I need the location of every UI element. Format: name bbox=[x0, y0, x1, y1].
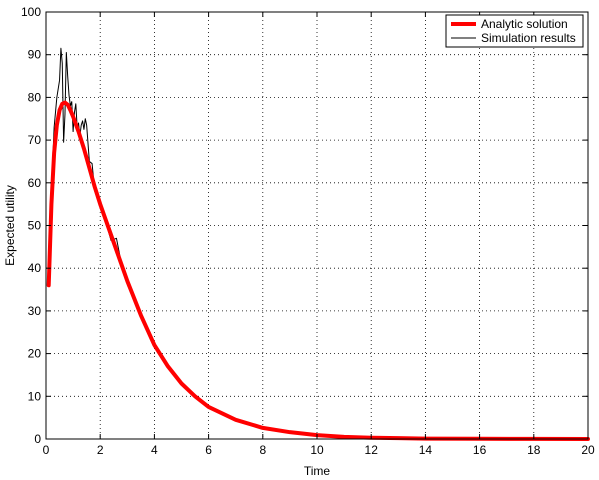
y-tick-label: 90 bbox=[28, 48, 42, 62]
x-tick-label: 0 bbox=[43, 443, 50, 457]
x-tick-label: 10 bbox=[310, 443, 324, 457]
y-tick-label: 10 bbox=[28, 389, 42, 403]
x-tick-label: 12 bbox=[365, 443, 379, 457]
legend-label-simulation: Simulation results bbox=[481, 31, 576, 45]
y-tick-label: 70 bbox=[28, 133, 42, 147]
ticks: 0 2 4 6 8 10 12 14 16 18 20 0 10 20 30 40 50 60 70 80 90 100 bbox=[21, 5, 595, 457]
x-tick-label: 4 bbox=[151, 443, 158, 457]
y-tick-label: 0 bbox=[34, 432, 41, 446]
y-tick-label: 100 bbox=[21, 5, 41, 19]
x-tick-label: 6 bbox=[205, 443, 212, 457]
y-tick-label: 40 bbox=[28, 261, 42, 275]
legend: Analytic solution Simulation results bbox=[445, 14, 584, 48]
x-tick-label: 16 bbox=[473, 443, 487, 457]
y-tick-label: 50 bbox=[28, 219, 42, 233]
x-tick-label: 14 bbox=[419, 443, 433, 457]
y-tick-label: 80 bbox=[28, 90, 42, 104]
y-tick-label: 30 bbox=[28, 304, 42, 318]
legend-box bbox=[445, 14, 584, 48]
legend-label-analytic: Analytic solution bbox=[481, 17, 568, 31]
y-tick-label: 20 bbox=[28, 347, 42, 361]
x-tick-label: 2 bbox=[97, 443, 104, 457]
y-tick-label: 60 bbox=[28, 176, 42, 190]
x-tick-label: 8 bbox=[259, 443, 266, 457]
x-tick-label: 20 bbox=[581, 443, 595, 457]
series-layer bbox=[46, 47, 590, 441]
x-tick-label: 18 bbox=[527, 443, 541, 457]
y-axis-label: Expected utility bbox=[3, 185, 17, 266]
series-line-analytic bbox=[46, 100, 590, 441]
x-axis-label: Time bbox=[304, 464, 331, 478]
